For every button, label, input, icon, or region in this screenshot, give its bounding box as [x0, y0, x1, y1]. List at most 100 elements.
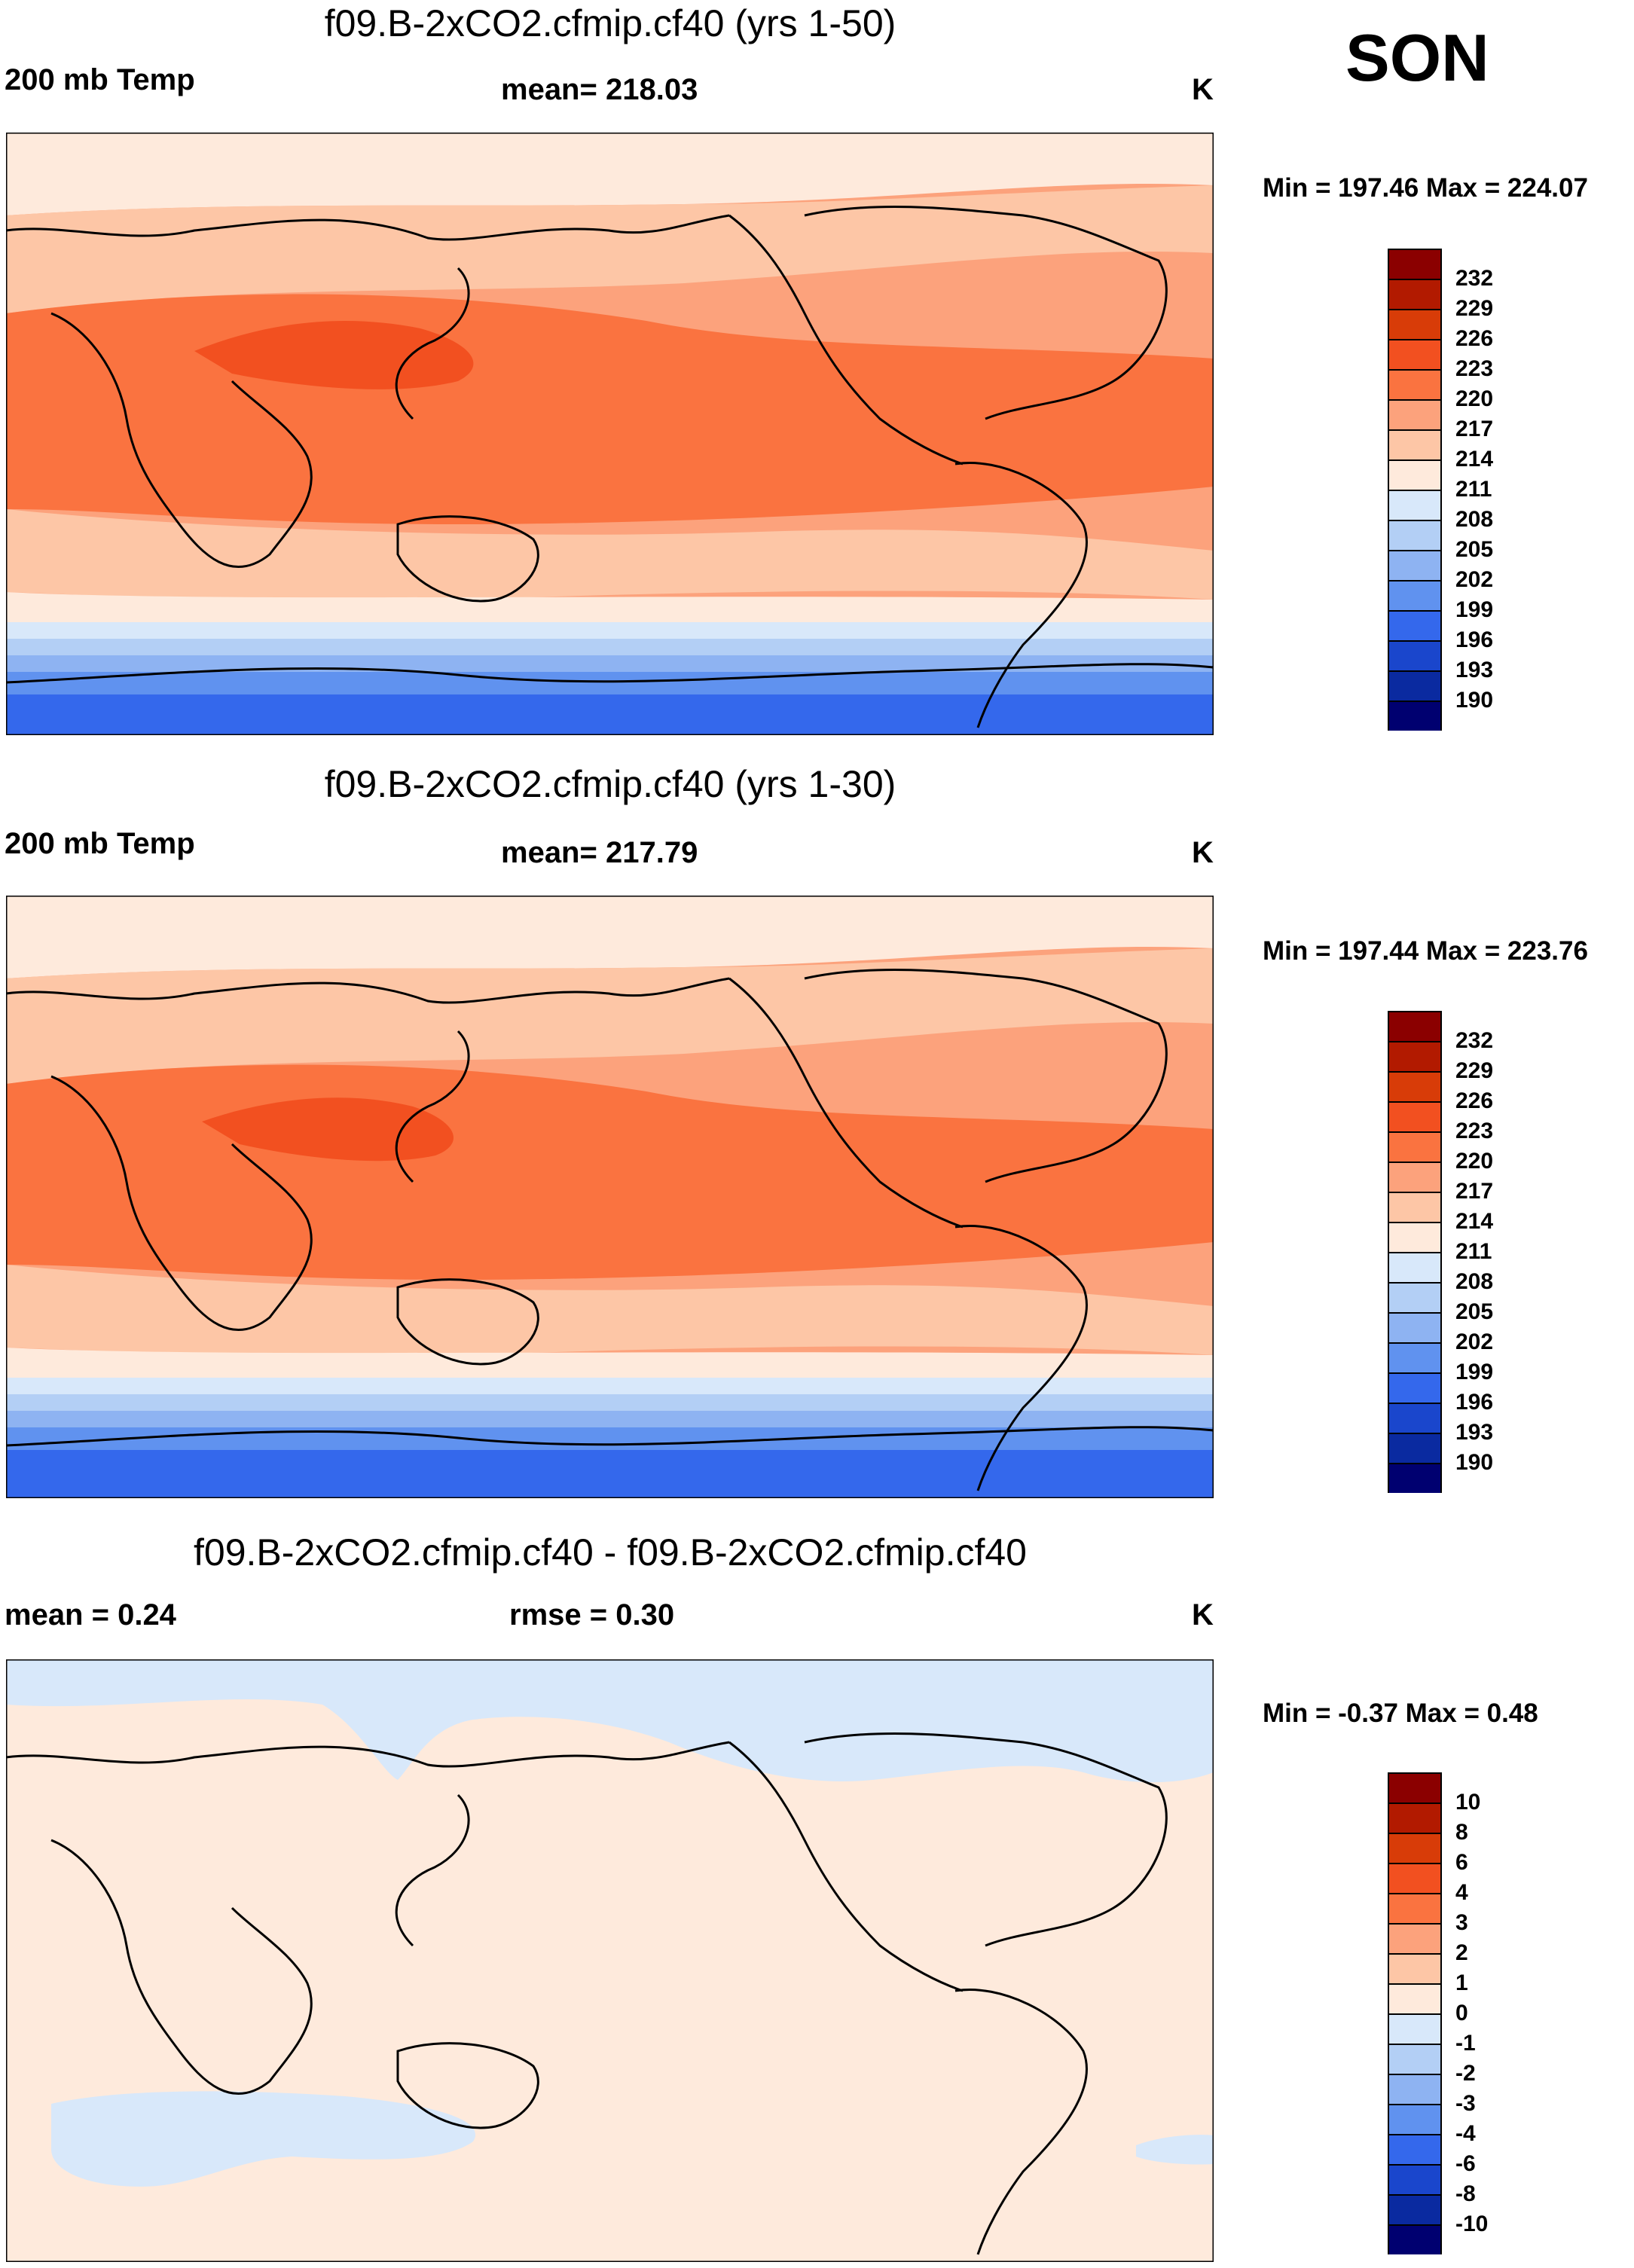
colorbar-swatch: [1388, 1222, 1442, 1253]
colorbar-swatch: [1388, 369, 1442, 401]
colorbar-swatch: [1388, 580, 1442, 612]
colorbar-swatch: [1388, 1983, 1442, 2015]
colorbar-tick-label: 199: [1455, 1360, 1494, 1384]
colorbar-swatch: [1388, 2134, 1442, 2166]
colorbar-tick-label: 202: [1455, 1329, 1494, 1354]
colorbar-tick-label: 196: [1455, 1390, 1494, 1415]
season-label: SON: [1345, 20, 1489, 95]
colorbar-swatch: [1388, 490, 1442, 521]
colorbar-tick-label: 3: [1455, 1910, 1468, 1935]
colorbar-tick-label: 8: [1455, 1820, 1468, 1845]
colorbar-swatch: [1388, 2224, 1442, 2254]
panel3-units-label: K: [1192, 1598, 1214, 1632]
colorbar-swatch: [1388, 459, 1442, 491]
colorbar-tick-label: 208: [1455, 1269, 1494, 1294]
colorbar-tick-label: 205: [1455, 1299, 1494, 1324]
colorbar-swatch: [1388, 1041, 1442, 1073]
colorbar-swatch: [1388, 1463, 1442, 1493]
colorbar-swatch: [1388, 1772, 1442, 1804]
colorbar-tick-label: -2: [1455, 2061, 1476, 2086]
colorbar-swatch: [1388, 1953, 1442, 1985]
colorbar-swatch: [1388, 2013, 1442, 2045]
colorbar-swatch: [1388, 1312, 1442, 1344]
colorbar-swatch: [1388, 1372, 1442, 1404]
colorbar-swatch: [1388, 309, 1442, 340]
panel2-mean-label: mean= 217.79: [501, 836, 698, 869]
colorbar-swatch: [1388, 670, 1442, 702]
panel1-colorbar: [1388, 249, 1442, 731]
colorbar-tick-label: 0: [1455, 2001, 1468, 2025]
colorbar-tick-label: -3: [1455, 2091, 1476, 2116]
colorbar-swatch: [1388, 1011, 1442, 1042]
colorbar-swatch: [1388, 429, 1442, 461]
colorbar-tick-label: 196: [1455, 627, 1494, 652]
colorbar-tick-label: 205: [1455, 537, 1494, 562]
colorbar-tick-label: 10: [1455, 1790, 1481, 1815]
colorbar-swatch: [1388, 2074, 1442, 2105]
colorbar-swatch: [1388, 550, 1442, 581]
colorbar-tick-label: 217: [1455, 417, 1494, 441]
panel3-map: [6, 1659, 1214, 2262]
colorbar-tick-label: 232: [1455, 1028, 1494, 1053]
colorbar-tick-label: 223: [1455, 356, 1494, 381]
colorbar-swatch: [1388, 279, 1442, 310]
panel2-colorbar-swatches: [1388, 1011, 1442, 1493]
colorbar-swatch: [1388, 520, 1442, 551]
colorbar-tick-label: -6: [1455, 2151, 1476, 2176]
colorbar-swatch: [1388, 1131, 1442, 1163]
colorbar-tick-label: 229: [1455, 296, 1494, 321]
panel1-units-label: K: [1192, 73, 1214, 106]
colorbar-tick-label: 190: [1455, 1450, 1494, 1475]
colorbar-swatch: [1388, 1071, 1442, 1103]
colorbar-swatch: [1388, 1833, 1442, 1864]
colorbar-tick-label: 217: [1455, 1179, 1494, 1204]
panel1-mean-label: mean= 218.03: [501, 73, 698, 106]
colorbar-swatch: [1388, 1252, 1442, 1284]
colorbar-swatch: [1388, 1923, 1442, 1955]
panel3-colorbar-swatches: [1388, 1772, 1442, 2254]
colorbar-tick-label: 193: [1455, 658, 1494, 682]
panel1-variable-label: 200 mb Temp: [5, 63, 195, 96]
panel2-title: f09.B-2xCO2.cfmip.cf40 (yrs 1-30): [324, 763, 896, 805]
colorbar-swatch: [1388, 339, 1442, 371]
colorbar-tick-label: 4: [1455, 1880, 1468, 1905]
colorbar-swatch: [1388, 1802, 1442, 1834]
colorbar-swatch: [1388, 1192, 1442, 1223]
colorbar-tick-label: 193: [1455, 1420, 1494, 1445]
colorbar-swatch: [1388, 1282, 1442, 1314]
colorbar-tick-label: 232: [1455, 266, 1494, 291]
colorbar-swatch: [1388, 399, 1442, 431]
panel3-minmax-label: Min = -0.37 Max = 0.48: [1263, 1699, 1538, 1728]
colorbar-tick-label: 226: [1455, 326, 1494, 351]
colorbar-tick-label: 214: [1455, 1209, 1494, 1234]
colorbar-swatch: [1388, 1863, 1442, 1894]
colorbar-swatch: [1388, 2104, 1442, 2135]
colorbar-tick-label: 202: [1455, 567, 1494, 592]
colorbar-tick-label: 199: [1455, 597, 1494, 622]
colorbar-swatch: [1388, 1342, 1442, 1374]
colorbar-tick-label: -1: [1455, 2031, 1476, 2056]
colorbar-tick-label: 220: [1455, 386, 1494, 411]
colorbar-swatch: [1388, 249, 1442, 280]
panel2-units-label: K: [1192, 836, 1214, 869]
panel1-title: f09.B-2xCO2.cfmip.cf40 (yrs 1-50): [324, 2, 896, 44]
colorbar-tick-label: -10: [1455, 2212, 1489, 2236]
colorbar-swatch: [1388, 1433, 1442, 1464]
panel1-colorbar-swatches: [1388, 249, 1442, 731]
colorbar-swatch: [1388, 701, 1442, 731]
colorbar-swatch: [1388, 1161, 1442, 1193]
colorbar-tick-label: 214: [1455, 447, 1494, 472]
colorbar-tick-label: 226: [1455, 1088, 1494, 1113]
colorbar-tick-label: 190: [1455, 688, 1494, 713]
colorbar-tick-label: 211: [1455, 477, 1492, 502]
panel2-variable-label: 200 mb Temp: [5, 827, 195, 860]
colorbar-tick-label: 1: [1455, 1970, 1468, 1995]
panel3-title: f09.B-2xCO2.cfmip.cf40 - f09.B-2xCO2.cfm…: [194, 1531, 1027, 1574]
panel3-colorbar: [1388, 1772, 1442, 2254]
colorbar-tick-label: -4: [1455, 2121, 1476, 2146]
colorbar-tick-label: 2: [1455, 1940, 1468, 1965]
panel3-mean-label: mean = 0.24: [5, 1598, 176, 1632]
panel3-rmse-label: rmse = 0.30: [509, 1598, 675, 1632]
colorbar-swatch: [1388, 1101, 1442, 1133]
colorbar-swatch: [1388, 2044, 1442, 2075]
